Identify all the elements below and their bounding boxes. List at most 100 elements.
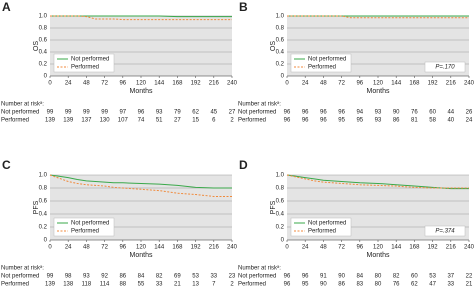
x-tick-label: 48: [320, 245, 327, 251]
y-tick-label: 0.6: [276, 199, 285, 205]
risk-count: 53: [429, 274, 436, 280]
risk-count: 93: [375, 110, 382, 116]
risk-count: 90: [320, 282, 327, 288]
x-axis-label: Months: [130, 88, 153, 95]
x-tick-label: 24: [302, 81, 309, 87]
x-tick-label: 0: [48, 245, 52, 251]
risk-count: 83: [356, 282, 363, 288]
risk-count: 96: [284, 282, 291, 288]
risk-count: 2: [230, 118, 234, 124]
x-tick-label: 192: [191, 81, 202, 87]
risk-count: 44: [447, 110, 454, 116]
x-tick-label: 192: [428, 245, 439, 251]
risk-count: 6: [212, 118, 216, 124]
y-tick-label: 0: [44, 74, 48, 80]
risk-count: 94: [356, 110, 363, 116]
panel-label: B: [239, 0, 248, 14]
risk-count: 27: [229, 110, 236, 116]
y-axis-label: OS: [270, 41, 277, 51]
x-tick-label: 96: [119, 81, 126, 87]
legend-label: Not performed: [71, 221, 109, 227]
x-tick-label: 72: [101, 245, 108, 251]
risk-count: 99: [83, 110, 90, 116]
y-tick-label: 0.8: [276, 186, 285, 192]
risk-header: Number at riskᵃ:: [238, 102, 281, 108]
x-tick-label: 24: [302, 245, 309, 251]
risk-count: 27: [174, 118, 181, 124]
risk-row-name: Performed: [1, 118, 29, 124]
risk-count: 33: [210, 274, 217, 280]
risk-count: 76: [411, 110, 418, 116]
risk-count: 99: [47, 110, 54, 116]
risk-count: 21: [466, 282, 473, 288]
legend-label: Performed: [308, 229, 336, 235]
y-tick-label: 0.8: [39, 186, 48, 192]
y-tick-label: 0.4: [276, 212, 285, 218]
risk-count: 80: [375, 274, 382, 280]
x-tick-label: 192: [191, 245, 202, 251]
risk-count: 82: [393, 274, 400, 280]
risk-row-name: Not performed: [238, 110, 276, 116]
risk-count: 62: [192, 110, 199, 116]
x-tick-label: 24: [65, 81, 72, 87]
p-value: P=.170: [435, 65, 455, 71]
legend-label: Performed: [71, 65, 99, 71]
risk-count: 130: [100, 118, 111, 124]
risk-count: 47: [429, 282, 436, 288]
y-tick-label: 0.8: [276, 26, 285, 32]
risk-row-name: Not performed: [1, 274, 39, 280]
x-tick-label: 216: [446, 81, 457, 87]
y-tick-label: 0.6: [276, 38, 285, 44]
risk-count: 137: [81, 118, 92, 124]
x-tick-label: 48: [83, 81, 90, 87]
risk-row-name: Performed: [238, 118, 266, 124]
risk-count: 45: [210, 110, 217, 116]
risk-count: 60: [411, 274, 418, 280]
risk-count: 79: [174, 110, 181, 116]
x-tick-label: 96: [119, 245, 126, 251]
x-tick-label: 120: [373, 81, 384, 87]
legend-label: Not performed: [308, 57, 346, 63]
risk-count: 84: [356, 274, 363, 280]
x-tick-label: 0: [285, 245, 289, 251]
risk-count: 15: [192, 118, 199, 124]
y-tick-label: 1.0: [39, 173, 48, 179]
y-axis-label: PFS: [33, 200, 40, 214]
risk-count: 93: [156, 110, 163, 116]
risk-count: 51: [156, 118, 163, 124]
risk-count: 95: [338, 118, 345, 124]
risk-count: 74: [138, 118, 145, 124]
risk-count: 96: [302, 274, 309, 280]
x-tick-label: 120: [136, 81, 147, 87]
panel-label: C: [2, 158, 11, 172]
panel-label: D: [239, 158, 248, 172]
risk-count: 98: [65, 274, 72, 280]
y-axis-label: OS: [33, 41, 40, 51]
x-tick-label: 216: [209, 81, 220, 87]
risk-count: 62: [411, 282, 418, 288]
risk-header: Number at riskᵃ:: [1, 102, 44, 108]
risk-count: 60: [429, 110, 436, 116]
legend-box: [290, 217, 352, 237]
y-tick-label: 0.2: [276, 225, 285, 231]
risk-count: 90: [338, 274, 345, 280]
x-tick-label: 144: [154, 81, 165, 87]
x-tick-label: 72: [338, 245, 345, 251]
risk-count: 90: [393, 110, 400, 116]
x-tick-label: 240: [464, 245, 474, 251]
panel-label: A: [2, 0, 11, 14]
risk-count: 96: [284, 274, 291, 280]
x-tick-label: 168: [409, 81, 420, 87]
survival-curve: [49, 174, 232, 197]
p-value: P=.374: [435, 229, 455, 235]
risk-count: 37: [447, 274, 454, 280]
legend-box: [290, 53, 352, 73]
risk-count: 81: [411, 118, 418, 124]
x-tick-label: 240: [227, 245, 238, 251]
x-tick-label: 168: [172, 245, 183, 251]
x-tick-label: 144: [391, 81, 402, 87]
risk-count: 99: [47, 274, 54, 280]
risk-count: 23: [229, 274, 236, 280]
risk-count: 55: [138, 282, 145, 288]
legend-box: [53, 217, 115, 237]
